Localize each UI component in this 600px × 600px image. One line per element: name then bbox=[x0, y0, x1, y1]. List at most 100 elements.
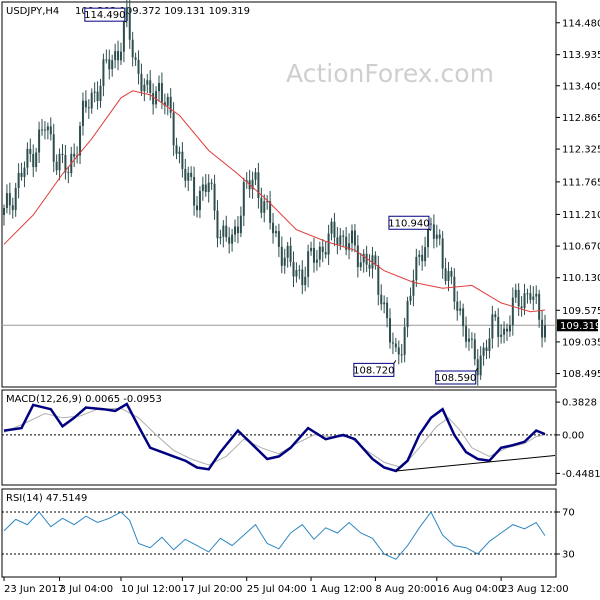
candle-body bbox=[146, 80, 149, 85]
candle-body bbox=[517, 289, 520, 307]
candle-body bbox=[184, 168, 187, 181]
candle-body bbox=[172, 112, 175, 146]
price-tick-label: 108.495 bbox=[562, 369, 600, 380]
candle-body bbox=[96, 91, 99, 101]
candle-body bbox=[377, 264, 380, 295]
candle-body bbox=[260, 198, 263, 213]
macd-tick-label: 0.00 bbox=[562, 430, 584, 441]
candle-body bbox=[108, 59, 111, 70]
candle-body bbox=[29, 148, 32, 154]
x-tick-label: 16 Aug 04:00 bbox=[437, 584, 504, 595]
candle-body bbox=[353, 230, 356, 246]
rsi-tick-label: 30 bbox=[562, 550, 575, 561]
candle-body bbox=[222, 225, 225, 237]
candle-body bbox=[535, 293, 538, 297]
candle-body bbox=[152, 93, 155, 105]
ohlc-label: 109.202 109.372 109.131 109.319 bbox=[75, 6, 250, 17]
candle-body bbox=[479, 355, 482, 376]
candle-body bbox=[456, 301, 459, 311]
candle-body bbox=[90, 92, 93, 109]
candle-body bbox=[397, 347, 400, 355]
candle-body bbox=[8, 193, 11, 206]
candle-body bbox=[111, 60, 114, 70]
candle-body bbox=[11, 205, 14, 211]
candle-body bbox=[482, 347, 485, 356]
candle-body bbox=[196, 205, 199, 211]
candle-body bbox=[389, 318, 392, 343]
candle-body bbox=[52, 134, 55, 162]
candle-body bbox=[345, 236, 348, 250]
ema-line bbox=[3, 90, 546, 313]
macd-label: MACD(12,26,9) 0.0065 -0.0953 bbox=[6, 394, 162, 405]
candle-body bbox=[277, 231, 280, 247]
candle-body bbox=[374, 255, 377, 265]
candle-body bbox=[503, 328, 506, 335]
price-y-axis: 114.480 113.935 113.405 112.865 112.325 111.7… bbox=[556, 18, 600, 380]
candle-body bbox=[23, 167, 26, 177]
candle-body bbox=[5, 193, 8, 208]
candle-body bbox=[157, 83, 160, 92]
candle-body bbox=[81, 100, 84, 126]
candle-body bbox=[330, 221, 333, 234]
candle-body bbox=[87, 107, 90, 109]
candle-body bbox=[236, 226, 239, 234]
candle-body bbox=[49, 126, 52, 135]
candle-body bbox=[169, 96, 172, 113]
candle-body bbox=[529, 293, 532, 300]
x-tick-label: 17 Jul 20:00 bbox=[182, 584, 242, 595]
candle-body bbox=[99, 85, 102, 101]
candle-body bbox=[160, 83, 163, 103]
candle-body bbox=[280, 246, 283, 266]
candle-body bbox=[266, 201, 269, 203]
annotation-label: 108.590 bbox=[435, 373, 476, 384]
candle-body bbox=[362, 253, 365, 263]
candle-body bbox=[500, 334, 503, 337]
candle-body bbox=[412, 280, 415, 296]
rsi-panel: RSI(14) 47.5149 70 30 bbox=[1, 488, 575, 578]
candle-body bbox=[541, 319, 544, 338]
candle-body bbox=[321, 246, 324, 253]
candle-body bbox=[365, 253, 368, 265]
candle-body bbox=[427, 223, 430, 248]
candle-body bbox=[383, 302, 386, 305]
candle-body bbox=[198, 190, 201, 211]
candle-body bbox=[114, 51, 117, 61]
candle-body bbox=[488, 338, 491, 352]
candle-body bbox=[43, 129, 46, 131]
candle-body bbox=[476, 359, 479, 376]
candle-body bbox=[450, 271, 453, 277]
candle-body bbox=[128, 7, 131, 40]
last-price-label: 109.319 bbox=[560, 321, 600, 332]
candle-body bbox=[119, 51, 122, 61]
candle-body bbox=[386, 302, 389, 319]
candle-body bbox=[201, 184, 204, 191]
annotation-box bbox=[388, 215, 430, 230]
candle-body bbox=[511, 297, 514, 326]
candle-body bbox=[210, 182, 213, 184]
symbol-label: USDJPY,H4 bbox=[6, 6, 59, 17]
candle-body bbox=[175, 145, 178, 154]
candle-body bbox=[459, 308, 462, 311]
candle-body bbox=[131, 39, 134, 58]
macd-y-axis: 0.3828 0.00 -0.4481 bbox=[556, 398, 600, 480]
candle-body bbox=[234, 226, 237, 235]
candle-body bbox=[3, 207, 5, 216]
candle-body bbox=[242, 182, 245, 216]
candle-body bbox=[245, 180, 248, 183]
candle-body bbox=[429, 223, 432, 225]
x-tick-label: 8 Aug 20:00 bbox=[375, 584, 436, 595]
price-tick-label: 109.035 bbox=[562, 337, 600, 348]
candle-body bbox=[435, 234, 438, 239]
candle-body bbox=[465, 326, 468, 342]
candle-body bbox=[292, 261, 295, 277]
candle-body bbox=[473, 339, 476, 360]
candle-body bbox=[298, 269, 301, 271]
candle-body bbox=[17, 172, 20, 188]
candle-body bbox=[26, 148, 29, 168]
candle-body bbox=[467, 338, 470, 342]
candle-body bbox=[251, 179, 254, 190]
candle-body bbox=[394, 343, 397, 348]
candle-body bbox=[532, 296, 535, 300]
candle-body bbox=[67, 172, 70, 174]
